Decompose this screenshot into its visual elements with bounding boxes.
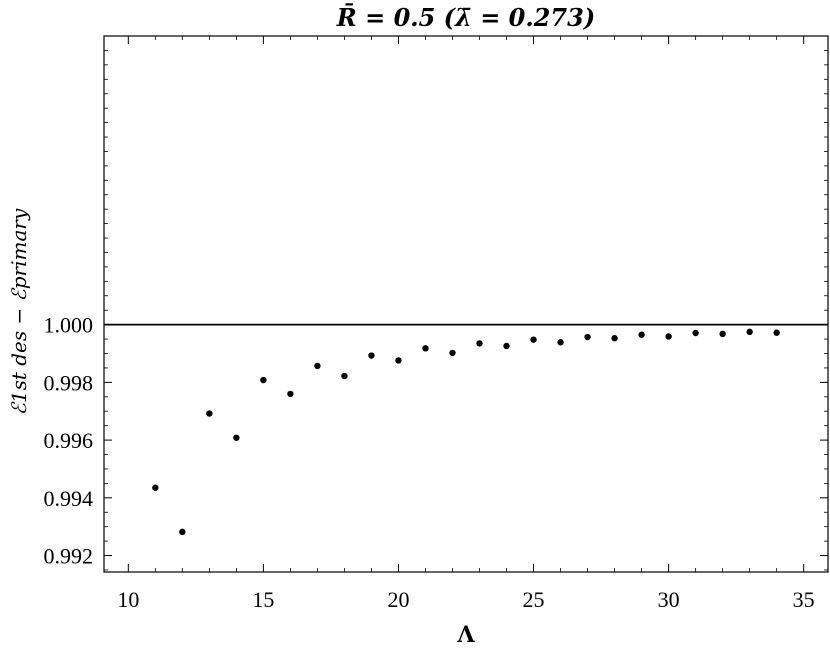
data-point	[206, 410, 213, 417]
data-point	[368, 352, 375, 359]
data-point	[638, 331, 645, 338]
data-point	[530, 336, 537, 343]
data-point	[314, 362, 321, 370]
data-point	[746, 328, 753, 336]
y-tick-label: 0.992	[44, 544, 94, 569]
y-axis-label: ℰ1st des − ℰprimary	[7, 208, 31, 415]
data-point	[260, 376, 267, 384]
x-tick-label: 30	[658, 587, 680, 612]
x-tick-label: 10	[117, 587, 139, 612]
data-point	[341, 372, 348, 380]
x-tick-label: 35	[793, 587, 815, 612]
y-tick-label: 0.994	[44, 486, 94, 511]
data-point	[503, 342, 510, 350]
x-tick-label: 20	[387, 587, 409, 612]
data-points	[152, 328, 780, 536]
x-tick-label: 15	[252, 587, 274, 612]
ticks	[104, 35, 828, 572]
data-point	[665, 333, 672, 340]
data-point	[422, 345, 429, 352]
y-tick-label: 1.000	[44, 313, 94, 338]
data-point	[557, 339, 564, 346]
data-point	[233, 434, 240, 441]
x-tick-label: 25	[523, 587, 545, 612]
y-tick-label: 0.998	[44, 370, 94, 395]
data-point	[449, 349, 456, 357]
data-point	[152, 484, 159, 491]
y-tick-label: 0.996	[44, 428, 94, 453]
chart-title: R̄ = 0.5 (λ̄ = 0.273)	[336, 3, 595, 32]
data-point	[476, 340, 483, 347]
data-point	[584, 333, 591, 341]
data-point	[287, 390, 294, 398]
data-point	[395, 357, 402, 364]
plot-frame	[103, 35, 829, 573]
x-axis-label: Λ	[456, 622, 475, 648]
data-point	[179, 528, 186, 536]
tick-labels: 10 15 20 25 30 35 0.992 0.994 0.996 0.998 1.000	[44, 313, 815, 612]
data-point	[692, 329, 699, 337]
data-point	[719, 330, 726, 338]
data-point	[611, 335, 618, 342]
data-point	[773, 329, 780, 336]
